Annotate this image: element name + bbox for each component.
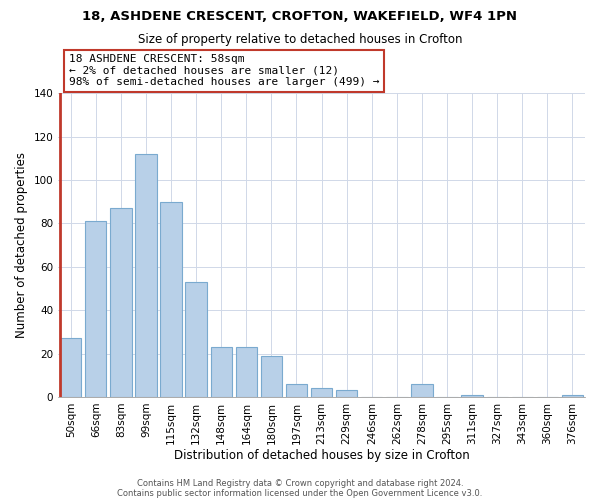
Bar — [185, 282, 207, 397]
Bar — [85, 222, 106, 397]
Bar — [461, 395, 483, 397]
X-axis label: Distribution of detached houses by size in Crofton: Distribution of detached houses by size … — [174, 450, 469, 462]
Bar — [311, 388, 332, 397]
Text: 18, ASHDENE CRESCENT, CROFTON, WAKEFIELD, WF4 1PN: 18, ASHDENE CRESCENT, CROFTON, WAKEFIELD… — [83, 10, 517, 23]
Bar — [236, 347, 257, 397]
Text: Contains public sector information licensed under the Open Government Licence v3: Contains public sector information licen… — [118, 488, 482, 498]
Bar — [160, 202, 182, 397]
Bar — [110, 208, 131, 397]
Text: 18 ASHDENE CRESCENT: 58sqm
← 2% of detached houses are smaller (12)
98% of semi-: 18 ASHDENE CRESCENT: 58sqm ← 2% of detac… — [69, 54, 379, 88]
Text: Contains HM Land Registry data © Crown copyright and database right 2024.: Contains HM Land Registry data © Crown c… — [137, 478, 463, 488]
Bar — [562, 395, 583, 397]
Y-axis label: Number of detached properties: Number of detached properties — [15, 152, 28, 338]
Bar — [286, 384, 307, 397]
Text: Size of property relative to detached houses in Crofton: Size of property relative to detached ho… — [138, 32, 462, 46]
Bar — [261, 356, 282, 397]
Bar — [211, 347, 232, 397]
Bar — [136, 154, 157, 397]
Bar — [411, 384, 433, 397]
Bar — [336, 390, 358, 397]
Bar — [60, 338, 82, 397]
